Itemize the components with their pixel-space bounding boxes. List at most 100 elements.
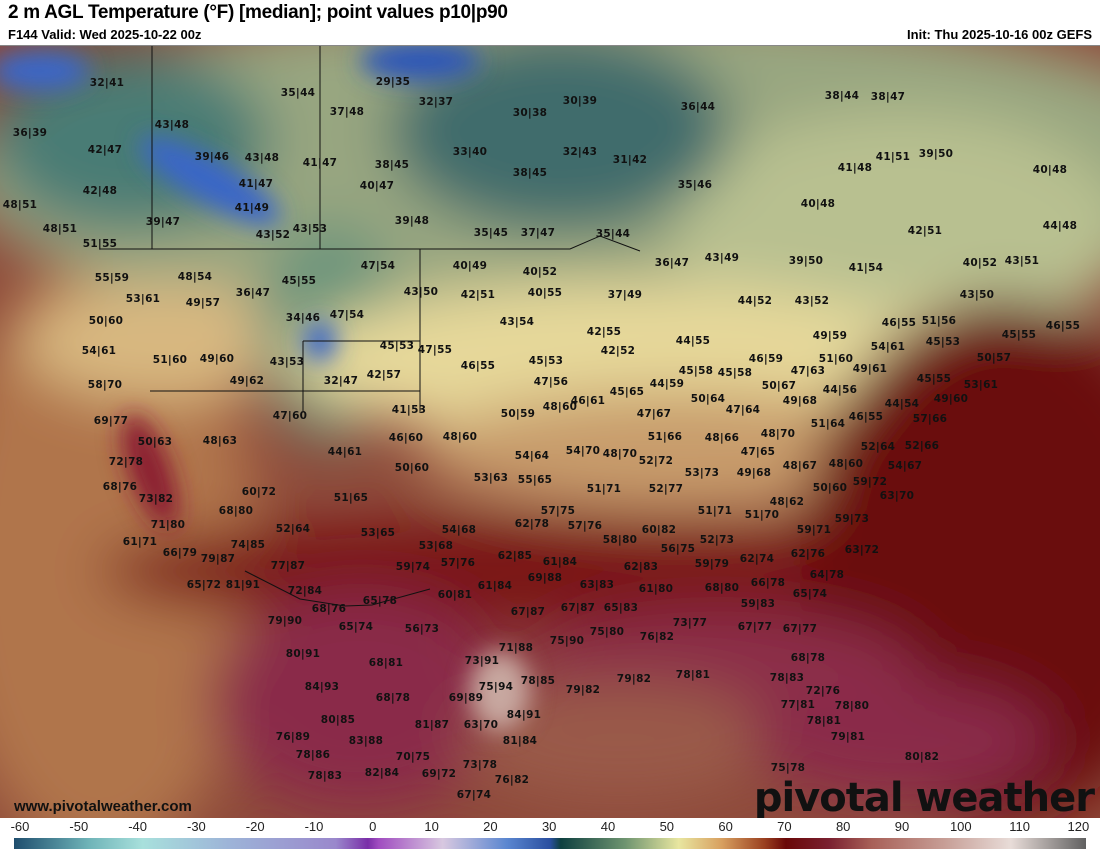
point-value-label: 53|63 bbox=[473, 472, 509, 484]
point-value-label: 72|76 bbox=[805, 685, 841, 697]
point-value-label: 42|48 bbox=[82, 185, 118, 197]
point-value-label: 79|90 bbox=[267, 615, 303, 627]
point-value-label: 77|87 bbox=[270, 560, 306, 572]
point-value-label: 81|84 bbox=[502, 735, 538, 747]
point-value-label: 75|90 bbox=[549, 635, 585, 647]
point-value-label: 50|63 bbox=[137, 436, 173, 448]
point-value-label: 45|65 bbox=[609, 386, 645, 398]
colorbar-tick-label: 60 bbox=[718, 819, 733, 834]
point-value-label: 47|63 bbox=[790, 365, 826, 377]
point-value-label: 68|76 bbox=[102, 481, 138, 493]
point-value-label: 60|81 bbox=[437, 589, 473, 601]
point-value-label: 49|61 bbox=[852, 363, 888, 375]
point-value-label: 63|72 bbox=[844, 544, 880, 556]
colorbar-tick-label: 10 bbox=[424, 819, 439, 834]
point-value-label: 75|78 bbox=[770, 762, 806, 774]
point-value-label: 66|78 bbox=[750, 577, 786, 589]
point-value-label: 43|54 bbox=[499, 316, 535, 328]
point-value-label: 43|50 bbox=[959, 289, 995, 301]
colorbar-ramp bbox=[14, 838, 1086, 849]
point-value-label: 53|61 bbox=[963, 379, 999, 391]
point-value-label: 51|56 bbox=[921, 315, 957, 327]
point-value-label: 37|47 bbox=[520, 227, 556, 239]
point-value-label: 45|53 bbox=[925, 336, 961, 348]
temperature-map[interactable]: 32|41 35|44 29|35 32|37 30|39 36|44 38|44 38|47… bbox=[0, 45, 1100, 820]
point-value-label: 51|66 bbox=[647, 431, 683, 443]
point-value-label: 54|64 bbox=[514, 450, 550, 462]
point-value-label: 71|80 bbox=[150, 519, 186, 531]
point-value-label: 42|52 bbox=[600, 345, 636, 357]
point-value-label: 32|41 bbox=[89, 77, 125, 89]
point-value-label: 82|84 bbox=[364, 767, 400, 779]
point-value-label: 35|44 bbox=[595, 228, 631, 240]
point-value-label: 79|81 bbox=[830, 731, 866, 743]
point-value-label: 36|47 bbox=[654, 257, 690, 269]
point-value-label: 81|87 bbox=[414, 719, 450, 731]
point-value-label: 67|87 bbox=[510, 606, 546, 618]
colorbar-tick-label: 50 bbox=[659, 819, 675, 834]
colorbar-tick-label: -40 bbox=[128, 819, 147, 834]
point-value-label: 50|57 bbox=[976, 352, 1012, 364]
point-value-label: 43|51 bbox=[1004, 255, 1040, 267]
point-value-label: 50|60 bbox=[812, 482, 848, 494]
point-value-label: 65|74 bbox=[338, 621, 374, 633]
point-value-label: 49|60 bbox=[199, 353, 235, 365]
point-value-label: 40|48 bbox=[800, 198, 836, 210]
point-value-label: 41|54 bbox=[848, 262, 884, 274]
point-value-label: 30|39 bbox=[562, 95, 598, 107]
point-value-label: 57|66 bbox=[912, 413, 948, 425]
point-value-label: 80|85 bbox=[320, 714, 356, 726]
point-value-label: 79|82 bbox=[565, 684, 601, 696]
point-value-label: 47|56 bbox=[533, 376, 569, 388]
point-value-label: 59|74 bbox=[395, 561, 431, 573]
point-value-label: 46|55 bbox=[460, 360, 496, 372]
point-value-label: 56|73 bbox=[404, 623, 440, 635]
point-value-label: 40|52 bbox=[522, 266, 558, 278]
colorbar-tick-label: -10 bbox=[304, 819, 324, 834]
point-value-label: 67|77 bbox=[737, 621, 773, 633]
point-value-label: 49|60 bbox=[933, 393, 969, 405]
point-value-label: 47|65 bbox=[740, 446, 776, 458]
point-value-label: 65|78 bbox=[362, 595, 398, 607]
point-value-label: 48|51 bbox=[2, 199, 38, 211]
point-value-label: 46|55 bbox=[881, 317, 917, 329]
point-value-label: 44|48 bbox=[1042, 220, 1078, 232]
colorbar-tick-label: 110 bbox=[1009, 819, 1030, 834]
point-value-label: 50|60 bbox=[88, 315, 124, 327]
colorbar-tick-label: 80 bbox=[835, 819, 851, 834]
point-value-label: 47|54 bbox=[360, 260, 396, 272]
point-value-label: 79|87 bbox=[200, 553, 236, 565]
point-value-label: 34|46 bbox=[285, 312, 321, 324]
point-value-label: 38|45 bbox=[512, 167, 548, 179]
point-value-label: 76|89 bbox=[275, 731, 311, 743]
point-value-label: 72|78 bbox=[108, 456, 144, 468]
website-url: www.pivotalweather.com bbox=[14, 798, 192, 815]
point-value-label: 73|78 bbox=[462, 759, 498, 771]
colorbar-tick-label: -30 bbox=[186, 819, 206, 834]
valid-time: F144 Valid: Wed 2025-10-22 00z bbox=[8, 27, 202, 42]
point-value-label: 55|59 bbox=[94, 272, 130, 284]
point-value-label: 36|44 bbox=[680, 101, 716, 113]
point-value-label: 39|46 bbox=[194, 151, 230, 163]
point-value-label: 47|64 bbox=[725, 404, 761, 416]
point-value-label: 45|55 bbox=[281, 275, 317, 287]
point-value-label: 80|82 bbox=[904, 751, 940, 763]
point-value-label: 40|52 bbox=[962, 257, 998, 269]
colorbar-tick-label: -60 bbox=[10, 819, 30, 834]
point-value-label: 62|76 bbox=[790, 548, 826, 560]
point-value-label: 68|80 bbox=[704, 582, 740, 594]
point-value-label: 41|53 bbox=[391, 404, 427, 416]
point-value-label: 50|59 bbox=[500, 408, 536, 420]
temperature-field bbox=[0, 46, 1100, 818]
point-value-label: 50|60 bbox=[394, 462, 430, 474]
point-value-label: 58|70 bbox=[87, 379, 123, 391]
point-value-label: 52|66 bbox=[904, 440, 940, 452]
point-value-label: 31|42 bbox=[612, 154, 648, 166]
point-value-label: 52|64 bbox=[860, 441, 896, 453]
point-value-label: 43|48 bbox=[244, 152, 280, 164]
point-value-label: 45|53 bbox=[528, 355, 564, 367]
point-value-label: 73|82 bbox=[138, 493, 174, 505]
point-value-label: 49|59 bbox=[812, 330, 848, 342]
point-value-label: 77|81 bbox=[780, 699, 816, 711]
point-value-label: 41|48 bbox=[837, 162, 873, 174]
